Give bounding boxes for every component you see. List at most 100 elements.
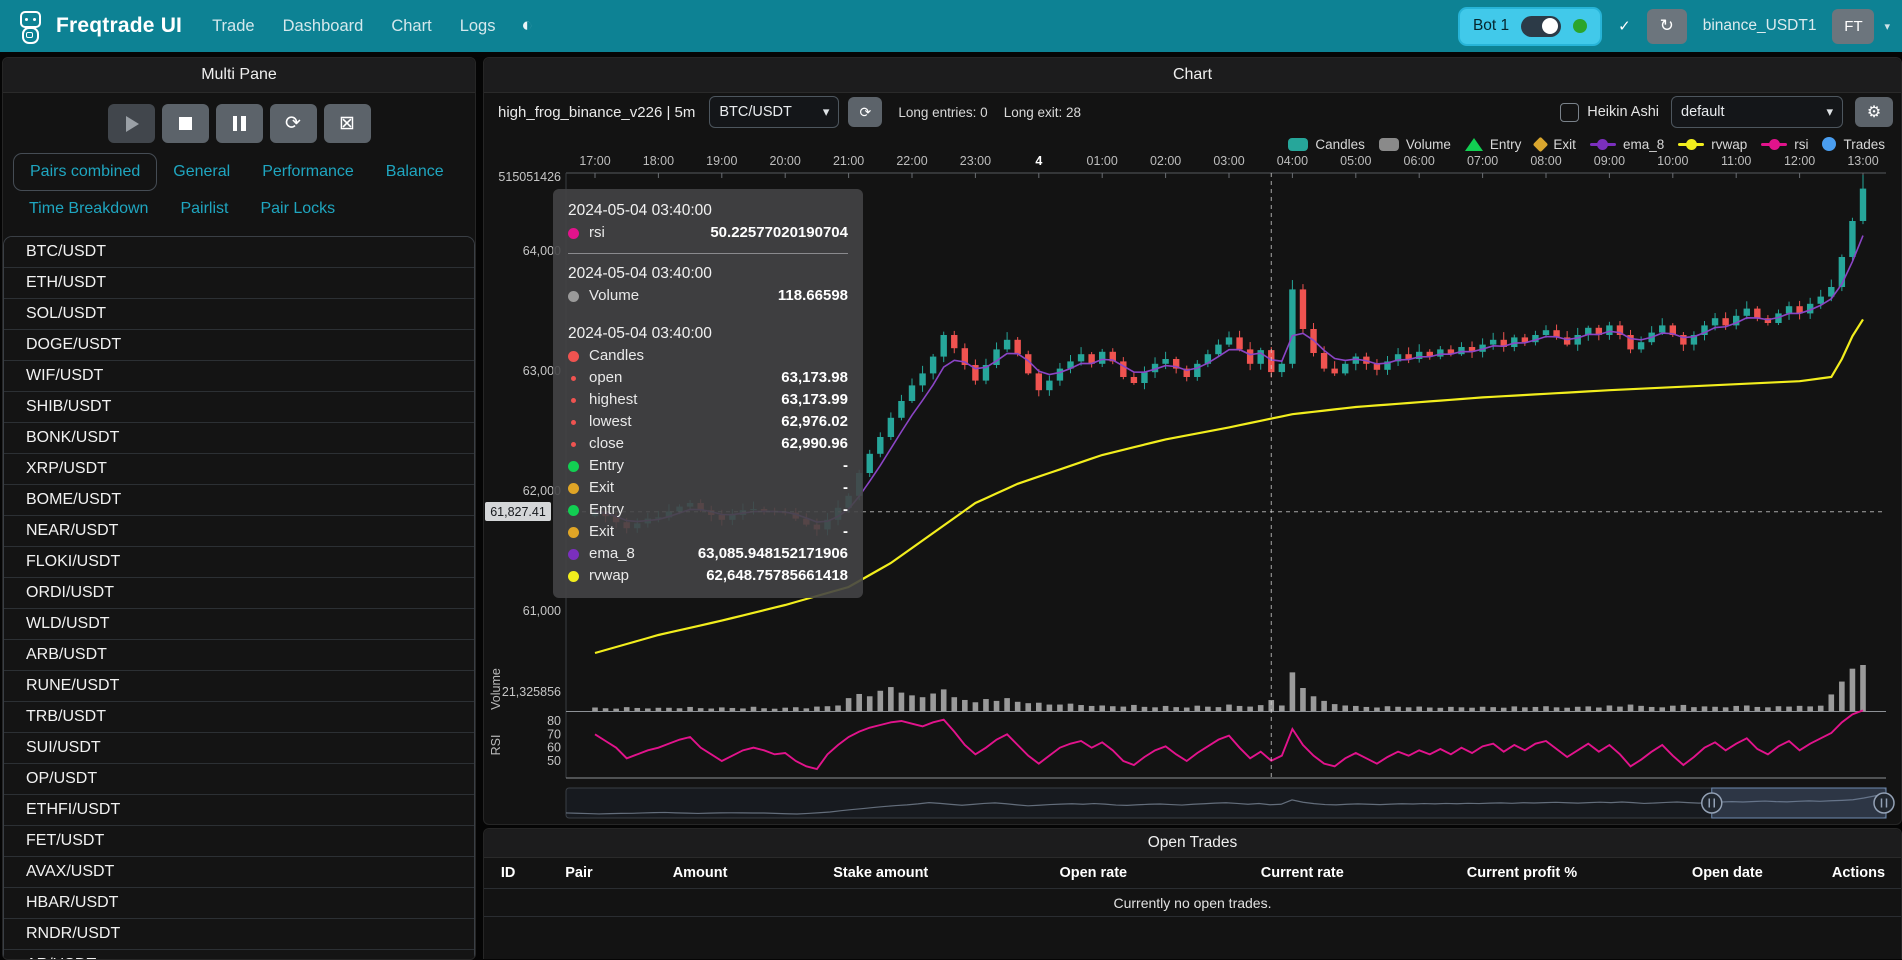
bot-selector[interactable]: Bot 1 bbox=[1457, 6, 1603, 46]
open-trades-empty-message: Currently no open trades. bbox=[484, 889, 1901, 917]
legend-label: ema_8 bbox=[1622, 136, 1665, 152]
top-navbar: Freqtrade UI Trade Dashboard Chart Logs ◐ B… bbox=[0, 0, 1902, 52]
legend-item-ema_8[interactable]: ema_8 bbox=[1589, 136, 1665, 152]
freqtrade-logo bbox=[14, 10, 44, 44]
pair-row-fet[interactable]: FET/USDT bbox=[4, 826, 474, 857]
rsi-line-icon bbox=[1761, 138, 1788, 150]
pair-row-doge[interactable]: DOGE/USDT bbox=[4, 330, 474, 361]
tab-pairs-combined[interactable]: Pairs combined bbox=[13, 153, 158, 191]
tooltip-row-close: close 62,990.96 bbox=[568, 433, 848, 455]
multi-pane-panel: Multi Pane ⟳ ⊠ Pairs combined General Perf… bbox=[2, 57, 476, 960]
pair-row-op[interactable]: OP/USDT bbox=[4, 764, 474, 795]
bot-toggle[interactable] bbox=[1521, 15, 1562, 37]
tab-performance[interactable]: Performance bbox=[262, 163, 354, 180]
tab-pair-locks[interactable]: Pair Locks bbox=[260, 200, 336, 217]
tooltip-row-volume: Volume 118.66598 bbox=[568, 285, 848, 307]
datazoom-slider[interactable] bbox=[565, 787, 1895, 819]
pair-row-sol[interactable]: SOL/USDT bbox=[4, 299, 474, 330]
series-dot bbox=[568, 482, 579, 494]
gear-icon: ⚙ bbox=[1866, 104, 1882, 121]
nav-link-trade[interactable]: Trade bbox=[212, 16, 255, 35]
open-trades-panel: Open Trades ID Pair Amount Stake amount Open… bbox=[483, 828, 1902, 959]
pair-row-ar[interactable]: AR/USDT bbox=[4, 950, 474, 959]
open-trades-table: ID Pair Amount Stake amount Open rate Current… bbox=[484, 858, 1901, 917]
pair-row-xrp[interactable]: XRP/USDT bbox=[4, 454, 474, 485]
pair-row-ethfi[interactable]: ETHFI/USDT bbox=[4, 795, 474, 826]
tooltip-row-rsi: rsi 50.22577020190704 bbox=[568, 222, 848, 244]
pair-row-hbar[interactable]: HBAR/USDT bbox=[4, 888, 474, 919]
clear-logs-button[interactable]: ⊠ bbox=[323, 104, 371, 143]
reload-config-button[interactable]: ⟳ bbox=[269, 104, 317, 143]
series-dot bbox=[568, 227, 579, 239]
chevron-down-icon[interactable]: ▾ bbox=[1884, 20, 1890, 33]
pair-row-bome[interactable]: BOME/USDT bbox=[4, 485, 474, 516]
theme-toggle-icon[interactable]: ◐ bbox=[521, 15, 533, 36]
pair-select[interactable]: BTC/USDT ▾ bbox=[709, 96, 840, 128]
tooltip-series-label: ema_8 bbox=[589, 545, 635, 562]
heikin-ashi-checkbox[interactable] bbox=[1560, 102, 1580, 122]
series-dot bbox=[568, 548, 579, 560]
pair-row-rune[interactable]: RUNE/USDT bbox=[4, 671, 474, 702]
volume-legend-swatch bbox=[1378, 137, 1399, 151]
tooltip-row-open: open 63,173.98 bbox=[568, 367, 848, 389]
legend-item-volume[interactable]: Volume bbox=[1378, 137, 1451, 152]
tooltip-series-label: Entry bbox=[589, 501, 625, 518]
pair-row-floki[interactable]: FLOKI/USDT bbox=[4, 547, 474, 578]
legend-item-rvwap[interactable]: rvwap bbox=[1678, 137, 1747, 152]
nav-link-chart[interactable]: Chart bbox=[391, 16, 432, 35]
column-header-open-date: Open date bbox=[1691, 865, 1763, 881]
pair-row-btc[interactable]: BTC/USDT bbox=[4, 237, 474, 268]
column-header-open-rate: Open rate bbox=[1059, 865, 1128, 881]
tab-time-breakdown[interactable]: Time Breakdown bbox=[29, 200, 149, 217]
pair-row-near[interactable]: NEAR/USDT bbox=[4, 516, 474, 547]
trades-circle-icon bbox=[1822, 137, 1837, 151]
svg-text:12:00: 12:00 bbox=[1784, 154, 1815, 168]
pair-row-arb[interactable]: ARB/USDT bbox=[4, 640, 474, 671]
legend-label: Entry bbox=[1489, 136, 1522, 152]
pair-row-rndr[interactable]: RNDR/USDT bbox=[4, 919, 474, 950]
candles-layer bbox=[591, 175, 1867, 536]
legend-item-trades[interactable]: Trades bbox=[1822, 137, 1885, 152]
pair-row-trb[interactable]: TRB/USDT bbox=[4, 702, 474, 733]
pair-row-avax[interactable]: AVAX/USDT bbox=[4, 857, 474, 888]
pair-row-ordi[interactable]: ORDI/USDT bbox=[4, 578, 474, 609]
tooltip-row-exit: Exit - bbox=[568, 521, 848, 543]
tab-balance[interactable]: Balance bbox=[385, 163, 444, 180]
pause-icon bbox=[232, 116, 246, 131]
nav-link-dashboard[interactable]: Dashboard bbox=[282, 16, 364, 35]
tab-general[interactable]: General bbox=[173, 163, 231, 180]
pair-row-shib[interactable]: SHIB/USDT bbox=[4, 392, 474, 423]
start-bot-button[interactable] bbox=[107, 104, 155, 143]
plot-settings-button[interactable]: ⚙ bbox=[1855, 97, 1893, 127]
pair-row-sui[interactable]: SUI/USDT bbox=[4, 733, 474, 764]
column-header-actions: Actions bbox=[1831, 865, 1886, 881]
pair-row-eth[interactable]: ETH/USDT bbox=[4, 268, 474, 299]
datazoom-handle[interactable] bbox=[1873, 792, 1895, 814]
pair-row-bonk[interactable]: BONK/USDT bbox=[4, 423, 474, 454]
ema_8-line-icon bbox=[1589, 138, 1616, 150]
pair-row-wif[interactable]: WIF/USDT bbox=[4, 361, 474, 392]
series-dot bbox=[571, 375, 576, 381]
legend-item-entry[interactable]: Entry bbox=[1464, 136, 1522, 152]
svg-text:10:00: 10:00 bbox=[1657, 154, 1688, 168]
login-name: binance_USDT1 bbox=[1702, 17, 1817, 34]
tab-pairlist[interactable]: Pairlist bbox=[180, 200, 229, 217]
legend-item-candles[interactable]: Candles bbox=[1288, 137, 1365, 152]
stop-bot-button[interactable] bbox=[161, 104, 209, 143]
reload-bot-button[interactable]: ↻ bbox=[1646, 8, 1687, 44]
plot-config-select[interactable]: default ▾ bbox=[1671, 96, 1843, 128]
refresh-chart-button[interactable]: ⟳ bbox=[848, 97, 883, 127]
pair-row-wld[interactable]: WLD/USDT bbox=[4, 609, 474, 640]
legend-item-exit[interactable]: Exit bbox=[1533, 136, 1576, 152]
tooltip-row-ema_8: ema_8 63,085.948152171906 bbox=[568, 543, 848, 565]
pause-bot-button[interactable] bbox=[215, 104, 263, 143]
svg-text:09:00: 09:00 bbox=[1594, 154, 1625, 168]
tooltip-series-value: 118.66598 bbox=[777, 287, 848, 304]
nav-link-logs[interactable]: Logs bbox=[459, 16, 496, 35]
user-avatar[interactable]: FT bbox=[1832, 8, 1875, 44]
svg-text:4: 4 bbox=[1035, 154, 1042, 168]
svg-text:23:00: 23:00 bbox=[960, 154, 991, 168]
chart-legend: Candles Volume Entry Exit ema_8 rvwap rsi Trade… bbox=[1288, 134, 1885, 154]
legend-item-rsi[interactable]: rsi bbox=[1761, 137, 1808, 152]
datazoom-handle[interactable] bbox=[1701, 792, 1723, 814]
